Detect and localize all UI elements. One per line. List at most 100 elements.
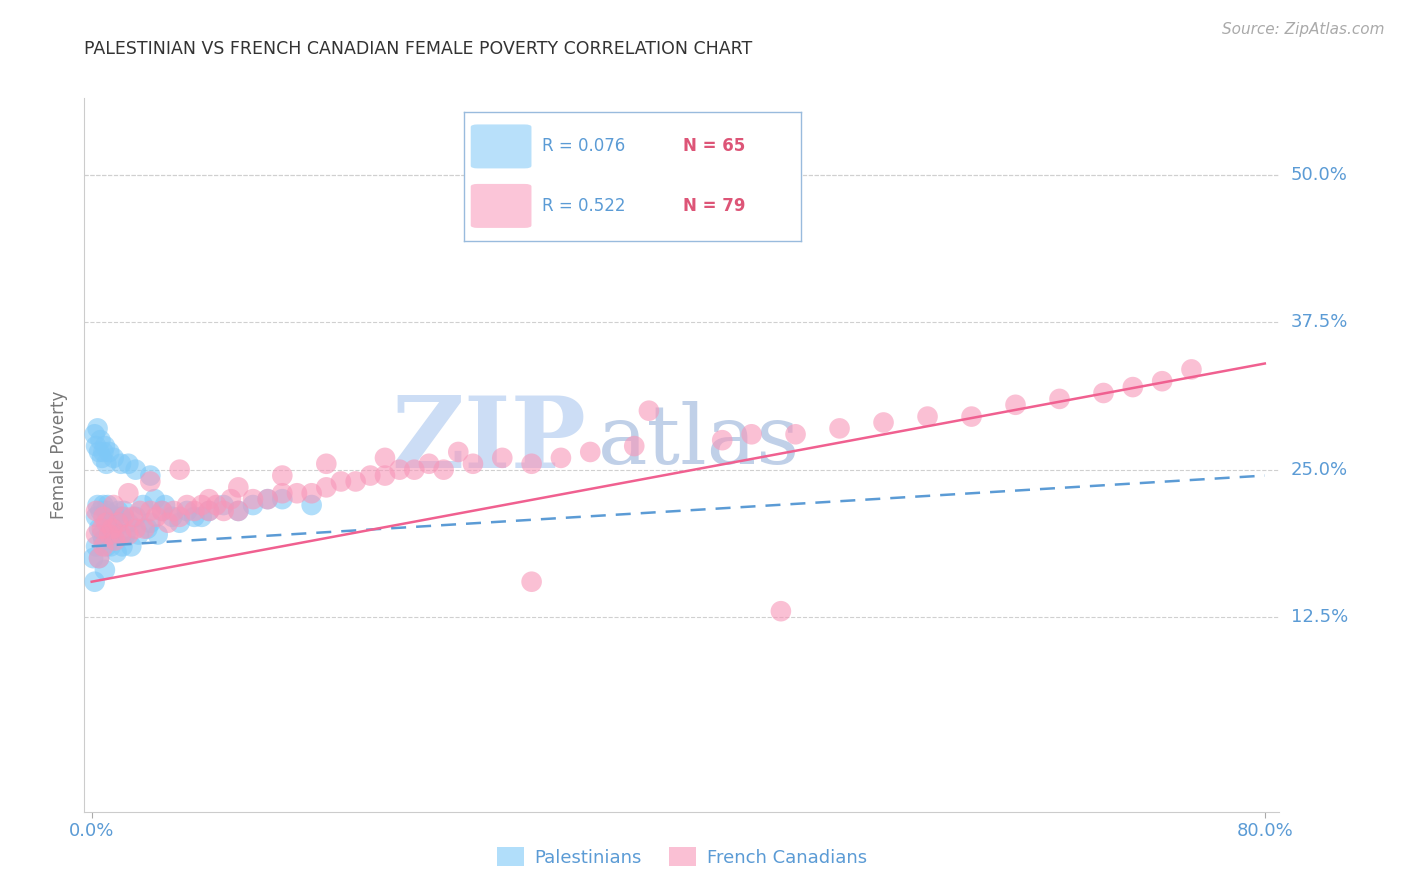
- Text: 50.0%: 50.0%: [1291, 166, 1347, 184]
- Point: [136, 522, 159, 536]
- Point: [359, 468, 381, 483]
- Point: [1180, 362, 1202, 376]
- Point: [94, 439, 117, 453]
- Point: [198, 492, 221, 507]
- Point: [228, 504, 250, 518]
- Point: [84, 509, 107, 524]
- Point: [711, 433, 734, 447]
- Point: [114, 527, 136, 541]
- Point: [344, 475, 367, 489]
- Point: [176, 504, 198, 518]
- Point: [89, 433, 111, 447]
- Point: [219, 492, 242, 507]
- Point: [84, 439, 107, 453]
- Text: 12.5%: 12.5%: [1291, 608, 1348, 626]
- Point: [110, 527, 132, 541]
- Point: [101, 516, 124, 530]
- Point: [125, 463, 148, 477]
- Point: [550, 450, 572, 465]
- Point: [228, 480, 250, 494]
- Point: [301, 498, 323, 512]
- Point: [87, 445, 110, 459]
- Point: [433, 463, 456, 477]
- Point: [404, 463, 426, 477]
- Point: [121, 509, 143, 524]
- Point: [666, 215, 689, 229]
- Point: [107, 516, 129, 530]
- Point: [101, 522, 124, 536]
- Point: [769, 604, 792, 618]
- Point: [96, 539, 118, 553]
- Point: [143, 492, 166, 507]
- Point: [638, 403, 661, 417]
- Point: [98, 522, 121, 536]
- Point: [145, 509, 167, 524]
- Point: [150, 504, 173, 518]
- Point: [96, 504, 118, 518]
- Point: [86, 421, 108, 435]
- Point: [212, 504, 235, 518]
- Point: [129, 504, 152, 518]
- FancyBboxPatch shape: [471, 124, 531, 169]
- Point: [256, 492, 278, 507]
- Point: [212, 498, 235, 512]
- Point: [146, 527, 169, 541]
- Point: [785, 427, 807, 442]
- Point: [87, 551, 110, 566]
- Y-axis label: Female Poverty: Female Poverty: [51, 391, 69, 519]
- Point: [315, 480, 337, 494]
- Point: [117, 457, 139, 471]
- Point: [741, 427, 763, 442]
- Point: [112, 509, 135, 524]
- Point: [271, 486, 294, 500]
- Point: [96, 516, 118, 530]
- Point: [1004, 398, 1026, 412]
- Point: [117, 516, 139, 530]
- Point: [198, 504, 221, 518]
- Point: [125, 522, 148, 536]
- Point: [960, 409, 983, 424]
- Point: [107, 504, 129, 518]
- Point: [139, 516, 162, 530]
- Point: [93, 509, 115, 524]
- Text: PALESTINIAN VS FRENCH CANADIAN FEMALE POVERTY CORRELATION CHART: PALESTINIAN VS FRENCH CANADIAN FEMALE PO…: [84, 40, 752, 58]
- Point: [190, 509, 212, 524]
- Point: [105, 545, 128, 559]
- Text: ZIP: ZIP: [391, 392, 586, 489]
- Point: [242, 492, 264, 507]
- Point: [917, 409, 939, 424]
- Text: R = 0.522: R = 0.522: [541, 197, 626, 215]
- Point: [1122, 380, 1144, 394]
- Point: [1092, 386, 1115, 401]
- Point: [84, 527, 107, 541]
- Point: [104, 509, 127, 524]
- Point: [374, 468, 396, 483]
- Point: [91, 450, 114, 465]
- Point: [93, 498, 115, 512]
- Point: [872, 416, 894, 430]
- Point: [491, 450, 513, 465]
- Point: [98, 527, 121, 541]
- Text: Source: ZipAtlas.com: Source: ZipAtlas.com: [1222, 22, 1385, 37]
- Point: [285, 486, 308, 500]
- Point: [315, 457, 337, 471]
- Point: [169, 516, 191, 530]
- Point: [162, 509, 184, 524]
- Point: [205, 498, 228, 512]
- Text: 25.0%: 25.0%: [1291, 460, 1348, 479]
- Point: [228, 504, 250, 518]
- Point: [242, 498, 264, 512]
- Point: [84, 539, 107, 553]
- Point: [87, 551, 110, 566]
- Point: [94, 563, 117, 577]
- Point: [97, 498, 120, 512]
- Point: [169, 463, 191, 477]
- Point: [89, 504, 111, 518]
- Point: [169, 509, 191, 524]
- Point: [190, 498, 212, 512]
- Point: [418, 457, 440, 471]
- Point: [828, 421, 851, 435]
- Point: [110, 457, 132, 471]
- Point: [128, 527, 150, 541]
- Point: [183, 504, 205, 518]
